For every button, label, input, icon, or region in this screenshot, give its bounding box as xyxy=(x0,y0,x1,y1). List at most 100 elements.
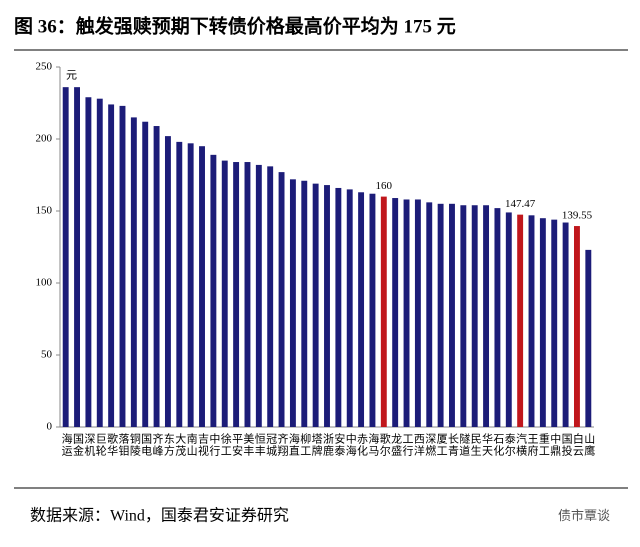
x-tick-label: 铜陵 xyxy=(128,432,141,457)
bar xyxy=(483,205,490,427)
x-tick-label: 巨轮 xyxy=(94,433,107,457)
bar xyxy=(449,203,455,427)
source: 数据来源：Wind，国泰君安证券研究 xyxy=(30,507,289,525)
x-tick-label: 美丰 xyxy=(242,433,255,457)
chart-title: 图 36：触发强赎预期下转债价格最高价平均为 175 元 xyxy=(14,14,456,37)
y-tick-label: 100 xyxy=(36,277,53,289)
bar xyxy=(62,87,69,427)
y-tick-label: 200 xyxy=(36,133,53,145)
bar xyxy=(233,162,240,428)
bar xyxy=(312,183,319,427)
x-tick-label: 民生 xyxy=(469,433,482,457)
x-tick-label: 吉视 xyxy=(196,433,209,457)
x-tick-label: 歌尔 xyxy=(378,432,391,457)
bar xyxy=(380,196,387,427)
x-tick-label: 深燃 xyxy=(424,433,437,457)
y-tick-label: 250 xyxy=(36,61,53,73)
x-tick-label: 冠城 xyxy=(265,433,278,457)
x-tick-label: 国金 xyxy=(72,433,85,457)
x-tick-label: 赤化 xyxy=(356,433,369,457)
bar xyxy=(85,97,92,428)
x-tick-label: 浙鹿 xyxy=(321,433,334,457)
bar xyxy=(267,166,274,428)
x-tick-label: 歌华 xyxy=(106,432,119,457)
bar xyxy=(369,193,376,427)
x-tick-label: 齐峰 xyxy=(151,432,164,457)
y-axis-unit: 元 xyxy=(66,70,77,82)
bar xyxy=(278,172,285,427)
x-tick-label: 石化 xyxy=(492,433,505,457)
x-tick-label: 王府 xyxy=(526,433,539,457)
bar xyxy=(74,87,80,427)
bar xyxy=(301,180,308,427)
x-tick-label: 南山 xyxy=(185,433,198,457)
y-tick-label: 150 xyxy=(36,205,53,217)
bar xyxy=(460,205,467,427)
bar xyxy=(392,198,399,427)
x-tick-label: 隧道 xyxy=(458,432,471,457)
x-tick-label: 厦工 xyxy=(435,433,448,457)
bar xyxy=(176,141,183,427)
bar xyxy=(539,218,546,427)
data-label: 139.55 xyxy=(562,210,593,222)
bar xyxy=(574,226,580,427)
x-tick-label: 深机 xyxy=(83,433,96,457)
x-tick-label: 龙盛 xyxy=(390,433,403,457)
bar xyxy=(119,105,126,427)
bar xyxy=(426,202,433,427)
bar xyxy=(187,143,194,427)
x-tick-label: 西洋 xyxy=(412,433,425,457)
bar xyxy=(289,179,296,427)
x-tick-label: 落钼 xyxy=(117,433,130,457)
x-tick-label: 华天 xyxy=(481,432,494,457)
x-tick-label: 山鹰 xyxy=(583,433,596,457)
bar xyxy=(164,136,171,427)
y-tick-label: 0 xyxy=(47,421,53,433)
bar xyxy=(551,219,558,427)
bar xyxy=(210,154,217,427)
x-tick-label: 中行 xyxy=(208,433,221,457)
x-tick-label: 海马 xyxy=(367,432,380,457)
bar xyxy=(505,212,512,427)
bar xyxy=(335,187,342,427)
bar xyxy=(130,117,137,428)
bar xyxy=(255,164,262,428)
x-tick-label: 齐翔 xyxy=(276,432,289,457)
y-tick-label: 50 xyxy=(41,349,53,361)
x-tick-label: 白云 xyxy=(571,432,584,457)
bar xyxy=(199,146,205,427)
bar xyxy=(346,189,353,427)
x-tick-label: 泰尔 xyxy=(503,432,516,457)
x-tick-label: 大茂 xyxy=(174,432,187,457)
data-label: 147.47 xyxy=(505,198,536,210)
x-tick-label: 安泰 xyxy=(333,432,346,457)
x-tick-label: 徐工 xyxy=(219,432,232,457)
bar xyxy=(403,199,410,427)
bar xyxy=(517,214,524,427)
bar xyxy=(358,192,365,427)
bar xyxy=(108,104,115,427)
bar xyxy=(414,199,421,427)
x-tick-label: 中海 xyxy=(344,433,357,457)
bar xyxy=(96,98,103,428)
x-tick-label: 国电 xyxy=(140,433,153,457)
bar xyxy=(324,185,330,427)
x-tick-label: 海运 xyxy=(60,432,73,457)
x-tick-label: 海直 xyxy=(287,432,300,457)
bar xyxy=(153,126,160,427)
bar xyxy=(437,203,444,427)
data-label: 160 xyxy=(376,180,393,192)
x-tick-label: 塔牌 xyxy=(310,433,323,457)
x-tick-label: 汽横 xyxy=(515,432,528,457)
x-tick-label: 长青 xyxy=(446,433,459,457)
x-tick-label: 东方 xyxy=(162,433,175,457)
x-tick-label: 柳工 xyxy=(299,432,312,457)
x-tick-label: 平安 xyxy=(231,433,244,457)
bar xyxy=(494,208,501,427)
bar xyxy=(562,222,569,427)
watermark: 债市覃谈 xyxy=(558,508,610,523)
bar xyxy=(244,162,251,428)
bar xyxy=(221,160,228,427)
x-tick-label: 中鼎 xyxy=(549,433,562,457)
